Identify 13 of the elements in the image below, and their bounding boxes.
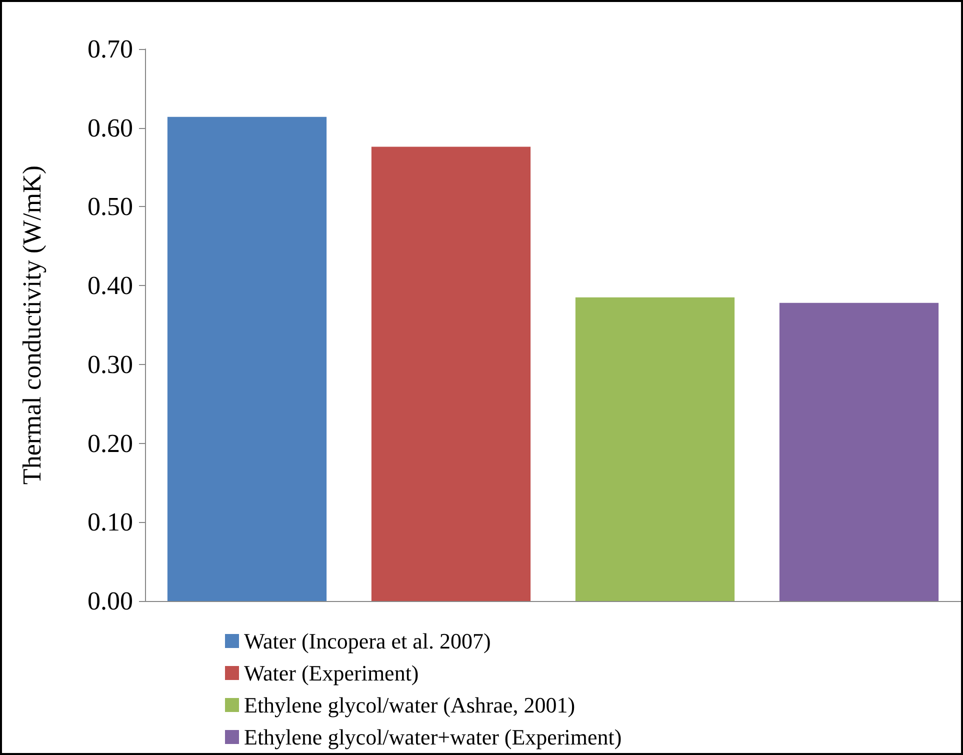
y-tick-label: 0.50	[88, 192, 133, 222]
y-tick-label: 0.30	[88, 350, 133, 379]
y-tick-label: 0.20	[88, 428, 133, 458]
y-axis-title: Thermal conductivity (W/mK)	[18, 165, 46, 485]
y-tick-label: 0.00	[88, 586, 133, 616]
legend-label: Water (Experiment)	[244, 660, 419, 686]
legend-label: Ethylene glycol/water (Ashrae, 2001)	[244, 692, 576, 718]
y-tick-label: 0.70	[88, 34, 133, 64]
y-tick-label: 0.60	[88, 113, 133, 142]
legend-label: Ethylene glycol/water+water (Experiment)	[244, 724, 622, 750]
y-tick-label: 0.10	[88, 508, 133, 537]
y-tick-label: 0.40	[88, 271, 133, 300]
legend-label: Water (Incopera et al. 2007)	[244, 628, 491, 654]
